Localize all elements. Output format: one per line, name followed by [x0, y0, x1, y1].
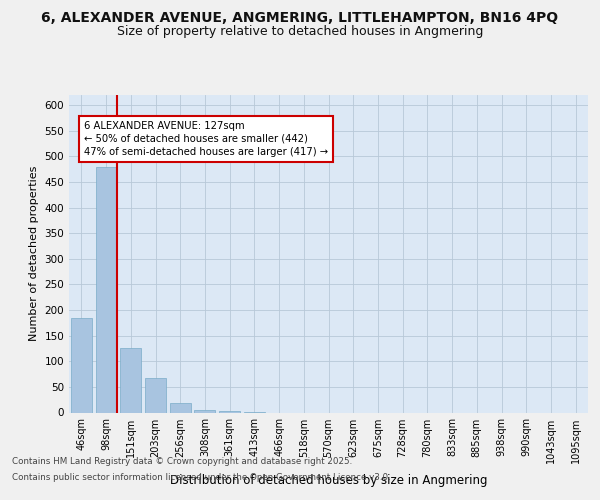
Text: 6 ALEXANDER AVENUE: 127sqm
← 50% of detached houses are smaller (442)
47% of sem: 6 ALEXANDER AVENUE: 127sqm ← 50% of deta… [84, 120, 328, 157]
X-axis label: Distribution of detached houses by size in Angmering: Distribution of detached houses by size … [170, 474, 487, 487]
Bar [145, 378, 166, 412]
Bar [95, 166, 116, 412]
Bar [194, 410, 215, 412]
Y-axis label: Number of detached properties: Number of detached properties [29, 166, 39, 342]
Text: Contains HM Land Registry data © Crown copyright and database right 2025.: Contains HM Land Registry data © Crown c… [12, 458, 352, 466]
Text: Size of property relative to detached houses in Angmering: Size of property relative to detached ho… [117, 25, 483, 38]
Bar [120, 348, 141, 412]
Text: Contains public sector information licensed under the Open Government Licence v3: Contains public sector information licen… [12, 472, 391, 482]
Text: 6, ALEXANDER AVENUE, ANGMERING, LITTLEHAMPTON, BN16 4PQ: 6, ALEXANDER AVENUE, ANGMERING, LITTLEHA… [41, 11, 559, 25]
Bar [71, 318, 92, 412]
Bar [170, 404, 191, 412]
